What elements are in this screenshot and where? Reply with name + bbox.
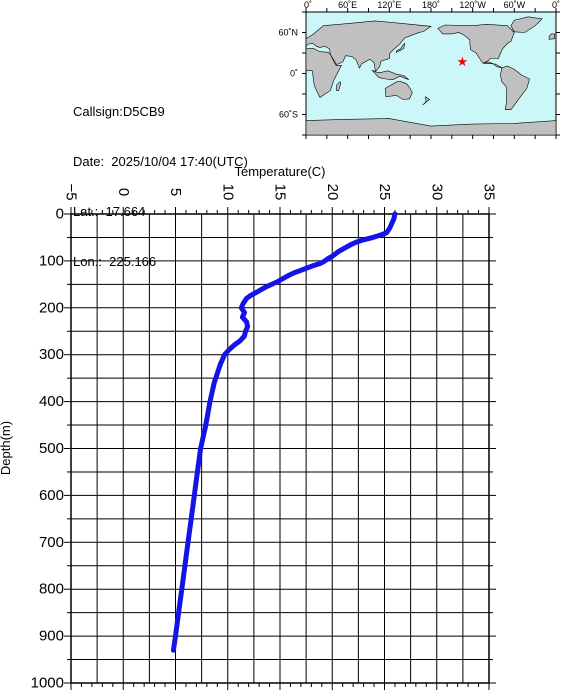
x-tick-label: 15 (272, 184, 289, 201)
map-lon-label: 180˚ (422, 0, 440, 10)
x-tick-label: 25 (376, 184, 393, 201)
map-landmass (437, 23, 515, 64)
lat-text: Lat.: 17.664 (73, 204, 146, 219)
world-map: 0˚ 60˚E 120˚E 180˚ 120˚W 60˚W 0˚ 60˚N 0˚ 60˚S ★ (278, 0, 560, 139)
callsign-text: Callsign:D5CB9 (73, 104, 165, 119)
y-tick-label: 300 (39, 346, 64, 363)
map-landmass (510, 16, 543, 33)
map-landmass (305, 20, 432, 73)
y-tick-label: 900 (39, 628, 64, 645)
map-lat-label: 60˚S (279, 110, 298, 120)
map-landmass (483, 61, 503, 69)
map-landmass (336, 81, 342, 91)
x-tick-label: 30 (428, 184, 445, 201)
series-line (170, 211, 398, 653)
y-tick-label: 500 (39, 440, 64, 457)
map-landmass (395, 42, 406, 53)
y-axis-title: Depth(m) (0, 421, 13, 475)
map-lon-label: 60˚W (504, 0, 526, 10)
map-lat-label: 60˚N (278, 28, 298, 38)
y-tick-label: 600 (39, 487, 64, 504)
station-marker-icon: ★ (457, 54, 469, 69)
date-text: Date: 2025/10/04 17:40(UTC) (73, 154, 248, 169)
y-tick-label: 100 (39, 252, 64, 269)
map-landmass (500, 65, 530, 110)
map-frame (302, 8, 560, 139)
x-tick-label: 20 (324, 184, 341, 201)
map-landmass (384, 81, 413, 100)
x-tick-label: 5 (167, 188, 184, 196)
chart-grid (71, 214, 489, 683)
y-tick-label: 700 (39, 534, 64, 551)
map-lon-label: 120˚W (459, 0, 486, 10)
map-lon-label: 0˚ (552, 0, 560, 10)
y-tick-label: 400 (39, 393, 64, 410)
y-tick-labels: 0 100 200 300 400 500 600 700 800 900 1000 (31, 206, 64, 690)
x-axis-title: Temperature(C) (234, 164, 325, 179)
chart-ticks (64, 207, 496, 690)
lon-text: Lon.: 225.166 (73, 254, 157, 269)
map-landmass (371, 69, 409, 81)
map-labels: 0˚ 60˚E 120˚E 180˚ 120˚W 60˚W 0˚ 60˚N 0˚ 60˚S (278, 0, 560, 120)
x-tick-label: −5 (63, 183, 80, 200)
y-tick-label: 1000 (31, 675, 64, 690)
x-tick-label: 35 (481, 184, 498, 201)
map-landmass (305, 47, 342, 98)
y-tick-label: 800 (39, 581, 64, 598)
map-lon-label: 0˚ (304, 0, 312, 10)
x-tick-labels: −5 0 5 10 15 20 25 30 35 (63, 183, 498, 200)
station-info: Callsign:D5CB9 Date: 2025/10/04 17:40(UT… (73, 74, 248, 289)
map-lat-label: 0˚ (290, 69, 298, 79)
y-tick-label: 200 (39, 299, 64, 316)
map-land (305, 16, 557, 136)
map-landmass (548, 33, 555, 40)
y-tick-label: 0 (56, 206, 64, 223)
map-lon-label: 60˚E (338, 0, 357, 10)
x-tick-label: 10 (219, 184, 236, 201)
x-tick-label: 0 (115, 188, 132, 196)
map-lon-label: 120˚E (377, 0, 401, 10)
map-landmass (422, 96, 431, 106)
